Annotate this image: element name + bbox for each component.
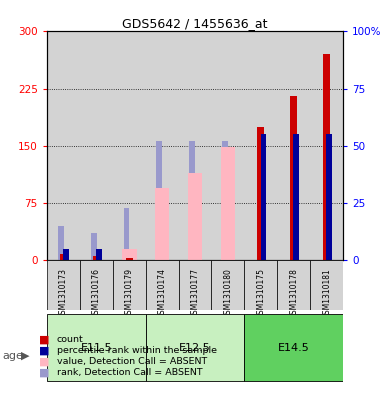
Bar	[80, 260, 113, 310]
Bar	[245, 260, 277, 310]
Bar	[245, 31, 277, 260]
Title: GDS5642 / 1455636_at: GDS5642 / 1455636_at	[122, 17, 268, 30]
Text: E11.5: E11.5	[80, 343, 112, 353]
Bar	[326, 134, 332, 260]
Bar	[63, 249, 69, 260]
Bar	[126, 258, 133, 260]
Bar	[245, 314, 343, 381]
Bar	[124, 208, 129, 260]
Text: E12.5: E12.5	[179, 343, 211, 353]
Bar	[179, 31, 211, 260]
Text: ■: ■	[39, 368, 50, 378]
Bar	[290, 96, 297, 260]
Bar	[90, 233, 97, 260]
Bar	[257, 127, 264, 260]
Text: value, Detection Call = ABSENT: value, Detection Call = ABSENT	[57, 358, 207, 366]
Bar	[277, 260, 310, 310]
Text: GSM1310175: GSM1310175	[256, 268, 265, 319]
Text: GSM1310178: GSM1310178	[289, 268, 298, 319]
Text: count: count	[57, 336, 83, 344]
Text: rank, Detection Call = ABSENT: rank, Detection Call = ABSENT	[57, 369, 202, 377]
Text: GSM1310173: GSM1310173	[59, 268, 68, 319]
Bar	[261, 134, 266, 260]
Bar	[190, 141, 195, 260]
Bar	[58, 226, 64, 260]
Bar	[60, 254, 67, 260]
Bar	[145, 260, 179, 310]
Text: E14.5: E14.5	[278, 343, 310, 353]
Bar	[179, 260, 211, 310]
Bar	[222, 141, 228, 260]
Bar	[113, 31, 145, 260]
Text: GSM1310177: GSM1310177	[190, 268, 200, 319]
Bar	[310, 31, 343, 260]
Text: GSM1310174: GSM1310174	[158, 268, 167, 319]
Bar	[47, 31, 80, 260]
Text: ▶: ▶	[21, 351, 30, 361]
Text: GSM1310180: GSM1310180	[223, 268, 232, 319]
Bar	[93, 257, 100, 260]
Text: ■: ■	[39, 335, 50, 345]
Bar	[220, 147, 235, 260]
Bar	[310, 260, 343, 310]
Bar	[113, 260, 145, 310]
Bar	[211, 260, 245, 310]
Bar	[211, 31, 245, 260]
Bar	[122, 249, 136, 260]
Text: ■: ■	[39, 346, 50, 356]
Bar	[47, 314, 145, 381]
Text: age: age	[2, 351, 23, 361]
Bar	[277, 31, 310, 260]
Bar	[145, 31, 179, 260]
Bar	[293, 134, 300, 260]
Bar	[96, 249, 102, 260]
Text: ■: ■	[39, 357, 50, 367]
Bar	[156, 141, 162, 260]
Text: GSM1310179: GSM1310179	[125, 268, 134, 319]
Bar	[80, 31, 113, 260]
Bar	[188, 173, 202, 260]
Bar	[155, 188, 170, 260]
Bar	[323, 54, 330, 260]
Text: GSM1310181: GSM1310181	[322, 268, 331, 319]
Bar	[145, 314, 245, 381]
Bar	[47, 260, 80, 310]
Text: percentile rank within the sample: percentile rank within the sample	[57, 347, 216, 355]
Text: GSM1310176: GSM1310176	[92, 268, 101, 319]
